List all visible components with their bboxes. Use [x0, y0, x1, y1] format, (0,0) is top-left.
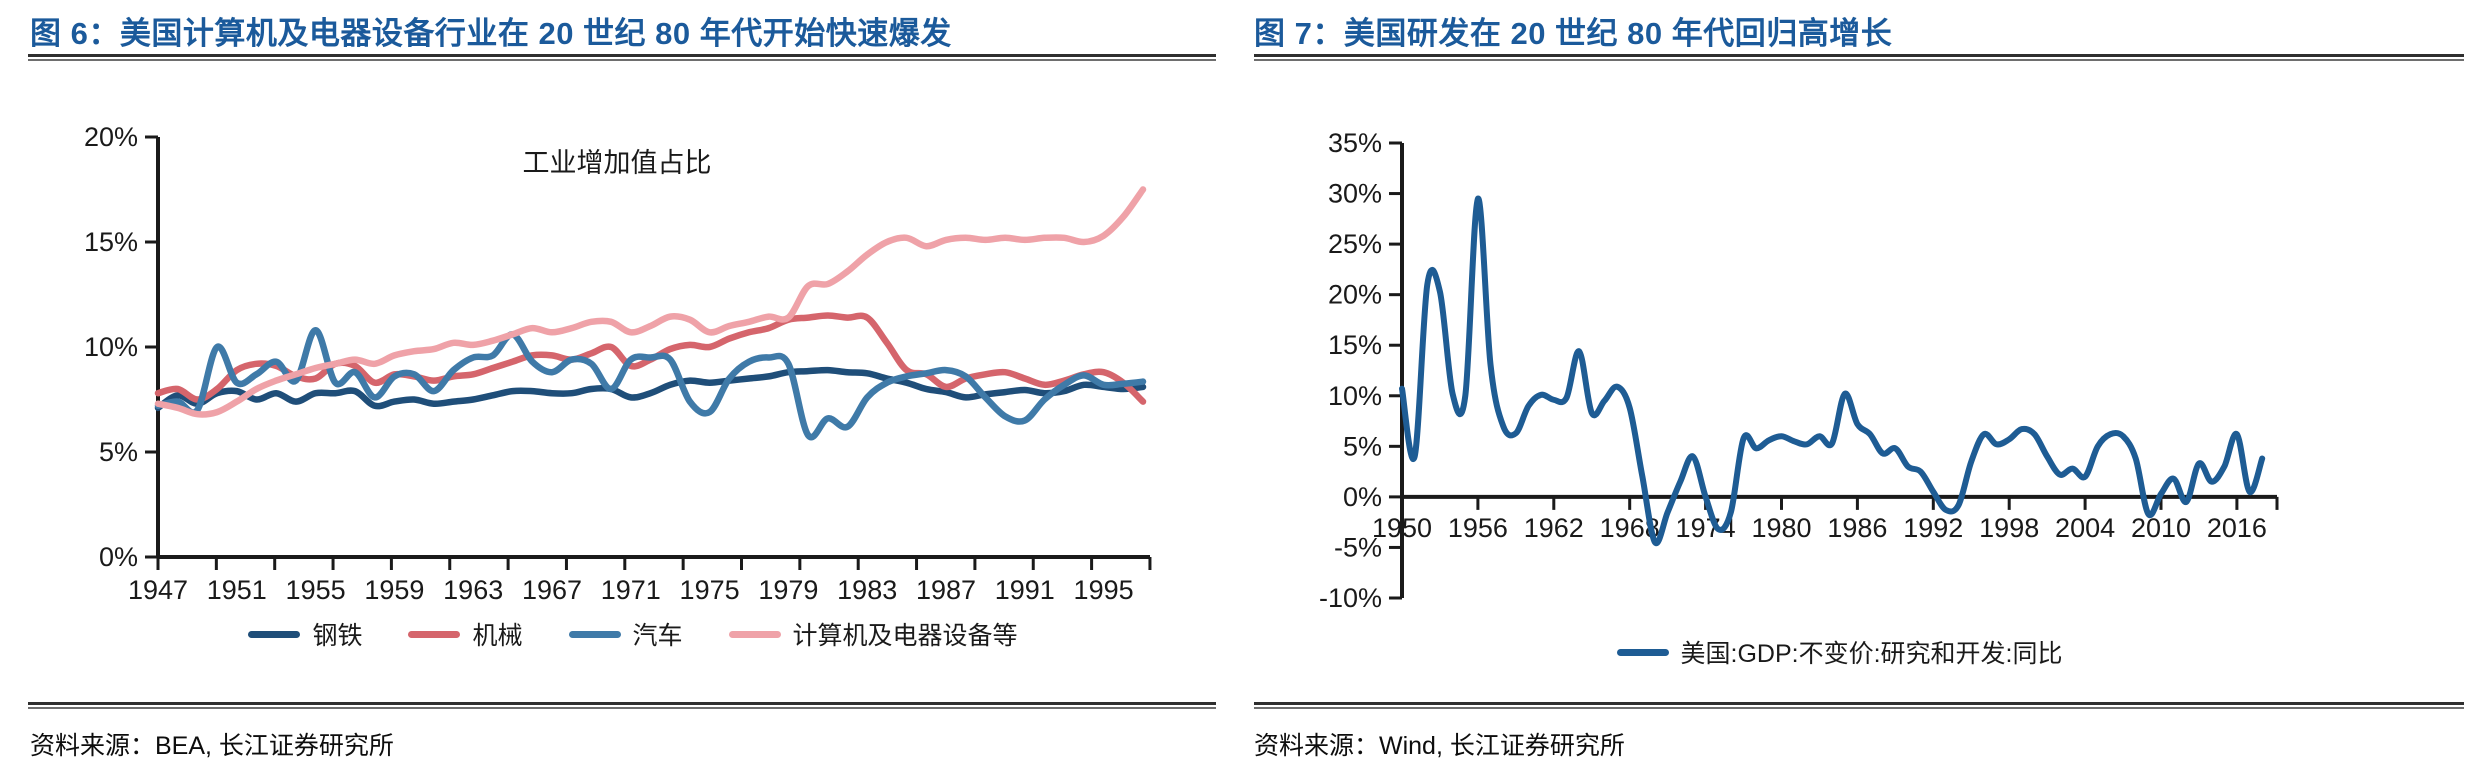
x-tick-label: 1986	[1827, 513, 1887, 543]
source-text: 资料来源：BEA, 长江证券研究所	[30, 732, 394, 760]
y-tick-label: 0%	[1343, 482, 1382, 512]
legend-swatch	[568, 630, 621, 638]
legend-item: 美国:GDP:不变价:研究和开发:同比	[1616, 634, 2063, 670]
title-rule	[1254, 54, 2464, 61]
legend-swatch	[408, 630, 461, 638]
y-tick-label: 5%	[1343, 431, 1382, 461]
legend-label: 机械	[472, 622, 523, 650]
y-tick-label: 20%	[84, 122, 138, 152]
x-tick-label: 2004	[2055, 513, 2115, 543]
x-tick-label: 1992	[1903, 513, 1963, 543]
x-tick-label: 1951	[207, 575, 267, 605]
line-chart-industry-share: 0% 5% 10% 15% 20% 1947 1951 1955 1959 1963 1967 197…	[84, 122, 1152, 605]
x-tick-label: 1959	[364, 575, 424, 605]
figure-title: 图 7：美国研发在 20 世纪 80 年代回归高增长	[1254, 16, 1893, 51]
legend-swatch	[1616, 648, 1669, 656]
legend-swatch	[248, 630, 301, 638]
y-tick-label: 5%	[99, 437, 138, 467]
legend-label: 计算机及电器设备等	[792, 622, 1018, 650]
x-tick-label: 1962	[1524, 513, 1584, 543]
chart-legend: 钢铁 机械 汽车 计算机及电器设备等	[158, 616, 1108, 652]
line-chart-rd-growth: -10% -5% 0% 5% 10% 15% 20% 25% 30% 35% 1950 1956 196…	[1319, 128, 2279, 613]
legend-item: 汽车	[568, 616, 683, 652]
x-tick-label: 1995	[1074, 575, 1134, 605]
legend-swatch	[728, 630, 781, 638]
x-tick-label: 1998	[1979, 513, 2039, 543]
x-tick-label: 1947	[128, 575, 188, 605]
figure-title: 图 6：美国计算机及电器设备行业在 20 世纪 80 年代开始快速爆发	[30, 16, 952, 51]
y-tick-label: 15%	[84, 227, 138, 257]
x-tick-label: 1975	[680, 575, 740, 605]
source-rule	[28, 702, 1216, 709]
legend-item: 机械	[408, 616, 523, 652]
x-tick-label: 1971	[601, 575, 661, 605]
x-tick-label: 1979	[758, 575, 818, 605]
title-rule	[28, 54, 1216, 61]
y-tick-label: 10%	[84, 332, 138, 362]
x-tick-label: 1956	[1448, 513, 1508, 543]
y-tick-label: 25%	[1328, 229, 1382, 259]
series-line	[154, 186, 1147, 418]
x-tick-label: 1967	[522, 575, 582, 605]
chart-legend: 美国:GDP:不变价:研究和开发:同比	[1402, 634, 2277, 670]
y-tick-label: 10%	[1328, 381, 1382, 411]
legend-label: 汽车	[632, 622, 683, 650]
legend-item: 钢铁	[248, 616, 362, 652]
y-tick-label: -10%	[1319, 583, 1382, 613]
x-tick-label: 1963	[443, 575, 503, 605]
figure-panel-right: 图 7：美国研发在 20 世纪 80 年代回归高增长 -10% -5% 0% 5% 10…	[1242, 0, 2484, 780]
x-tick-label: 2010	[2131, 513, 2191, 543]
x-tick-label: 1950	[1372, 513, 1432, 543]
figure-panel-left: 图 6：美国计算机及电器设备行业在 20 世纪 80 年代开始快速爆发 0% 5%…	[28, 16, 1216, 760]
y-tick-label: 0%	[99, 542, 138, 572]
source-text: 资料来源：Wind, 长江证券研究所	[1254, 732, 1625, 760]
x-tick-label: 1983	[837, 575, 897, 605]
series-line	[154, 326, 1147, 441]
series-line	[1399, 195, 2266, 547]
y-tick-label: 20%	[1328, 280, 1382, 310]
legend-item: 计算机及电器设备等	[728, 616, 1018, 652]
x-tick-label: 1991	[995, 575, 1055, 605]
legend-label: 钢铁	[312, 622, 363, 650]
x-tick-label: 1955	[286, 575, 346, 605]
x-tick-label: 1980	[1751, 513, 1811, 543]
source-rule	[1254, 702, 2464, 709]
y-tick-label: 15%	[1328, 330, 1382, 360]
y-tick-label: -5%	[1334, 532, 1382, 562]
legend-label: 美国:GDP:不变价:研究和开发:同比	[1680, 640, 2063, 668]
y-tick-label: 30%	[1328, 179, 1382, 209]
chart-inner-title: 工业增加值占比	[523, 148, 712, 178]
y-tick-label: 35%	[1328, 128, 1382, 158]
x-tick-label: 2016	[2207, 513, 2267, 543]
x-tick-label: 1987	[916, 575, 976, 605]
